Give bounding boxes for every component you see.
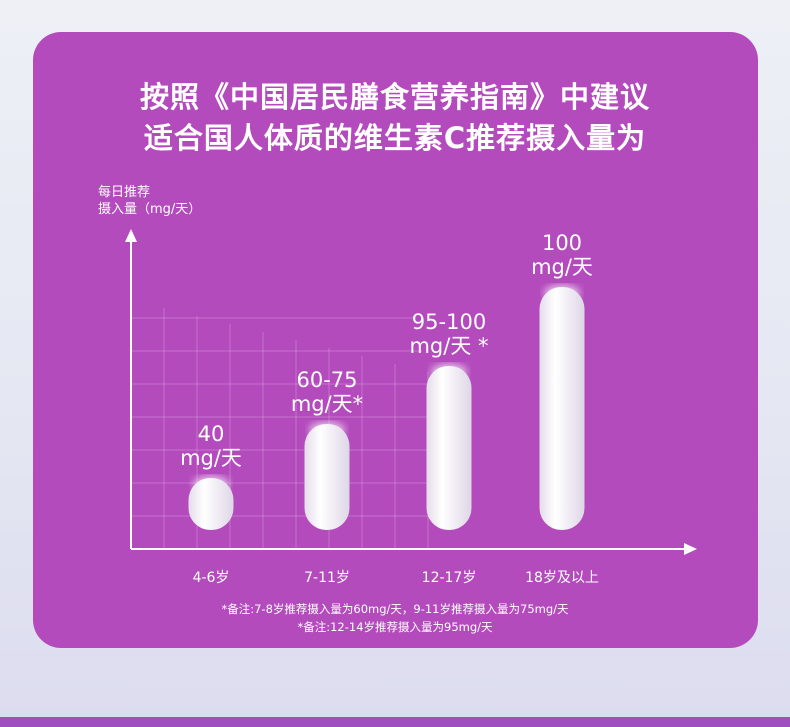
bar-pill-2: [426, 366, 472, 530]
value-label: 95-100 mg/天 *: [379, 310, 519, 358]
footnote-2: *备注:12-14岁推荐摄入量为95mg/天: [297, 620, 493, 634]
value-label-number: 60-75: [296, 368, 358, 392]
y-axis-arrow: [125, 229, 137, 242]
value-label-number: 40: [197, 422, 225, 446]
value-label: 60-75 mg/天*: [257, 368, 397, 416]
bar-pill-0: [188, 478, 234, 530]
value-label-number: 95-100: [411, 310, 487, 334]
bottom-strip: [0, 717, 790, 727]
category-label: 4-6岁: [192, 570, 230, 586]
value-label-number: 100: [541, 231, 583, 255]
x-axis-arrow: [684, 543, 697, 555]
value-label-unit: mg/天: [531, 255, 593, 279]
y-axis-label-line-2: 摄入量（mg/天）: [98, 202, 202, 217]
bar-pill-1: [304, 424, 350, 530]
title-line-2: 适合国人体质的维生素C推荐摄入量为: [143, 121, 647, 155]
category-label: 18岁及以上: [525, 570, 599, 586]
value-label-unit: mg/天*: [290, 392, 364, 416]
category-label: 12-17岁: [421, 570, 477, 586]
value-label-unit: mg/天 *: [409, 334, 489, 358]
footnote-1: *备注:7-8岁推荐摄入量为60mg/天，9-11岁推荐摄入量为75mg/天: [221, 602, 569, 616]
category-label: 7-11岁: [304, 570, 350, 586]
y-axis-label-line-1: 每日推荐: [98, 185, 151, 200]
value-label-unit: mg/天: [180, 446, 242, 470]
chart-card: [33, 32, 758, 648]
bar-pill-3: [539, 287, 585, 530]
value-label: 40 mg/天: [141, 422, 281, 470]
title-line-1: 按照《中国居民膳食营养指南》中建议: [139, 80, 650, 114]
value-label: 100 mg/天: [492, 231, 632, 279]
